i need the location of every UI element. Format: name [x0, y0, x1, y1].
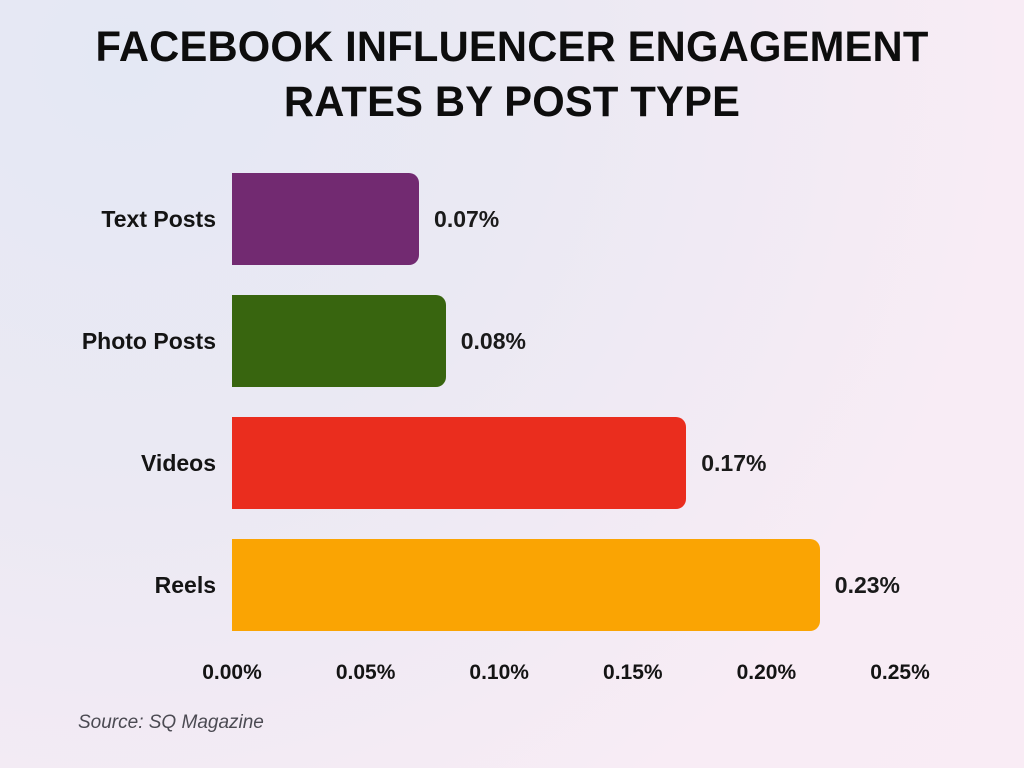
bar-photo-posts: [232, 295, 446, 387]
value-label: 0.07%: [434, 205, 500, 232]
bar-row-photo-posts: Photo Posts 0.08%: [0, 295, 1024, 387]
bar-row-text-posts: Text Posts 0.07%: [0, 173, 1024, 265]
bar-row-videos: Videos 0.17%: [0, 417, 1024, 509]
bar-row-reels: Reels 0.23%: [0, 539, 1024, 631]
category-label: Text Posts: [101, 205, 216, 232]
plot-area: 0.07%: [232, 173, 900, 265]
bar-text-posts: [232, 173, 420, 265]
bar-videos: [232, 417, 687, 509]
bar-reels: [232, 539, 820, 631]
chart-title-line-2: RATES BY POST TYPE: [283, 78, 741, 126]
plot-area: 0.23%: [232, 539, 900, 631]
x-axis-tick: 0.10%: [469, 661, 529, 684]
bar-chart: Text Posts 0.07% Photo Posts 0.08% Video…: [0, 173, 1024, 691]
source-attribution: Source: SQ Magazine: [78, 712, 264, 733]
value-label: 0.08%: [460, 327, 526, 354]
plot-area: 0.17%: [232, 417, 900, 509]
category-label: Photo Posts: [81, 327, 216, 354]
category-label: Videos: [141, 449, 216, 476]
value-label: 0.23%: [834, 571, 900, 598]
x-axis-tick: 0.25%: [870, 661, 930, 684]
chart-title-line-1: FACEBOOK INFLUENCER ENGAGEMENT: [95, 23, 929, 71]
x-axis: 0.00% 0.05% 0.10% 0.15% 0.20% 0.25%: [202, 661, 930, 691]
category-label: Reels: [154, 571, 216, 598]
value-label: 0.17%: [701, 449, 767, 476]
plot-area: 0.08%: [232, 295, 900, 387]
x-axis-tick: 0.20%: [736, 661, 797, 684]
x-axis-tick: 0.15%: [603, 661, 663, 684]
x-axis-tick: 0.00%: [202, 661, 262, 684]
x-axis-tick: 0.05%: [335, 661, 396, 684]
chart-title: FACEBOOK INFLUENCER ENGAGEMENT RATES BY …: [15, 20, 1008, 130]
